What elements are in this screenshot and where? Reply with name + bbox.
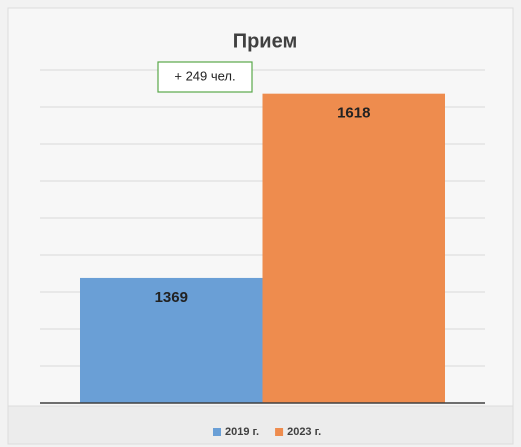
- bar: [80, 277, 263, 403]
- legend-area: [7, 405, 514, 445]
- bar: [262, 93, 445, 404]
- annotation: + 249 чел.: [174, 68, 235, 83]
- data-label: 1369: [155, 289, 188, 306]
- legend-label: 2019 г.: [225, 426, 259, 438]
- legend-swatch: [275, 428, 284, 436]
- chart-title: Прием: [233, 30, 298, 52]
- legend-swatch: [213, 428, 221, 436]
- legend-label: 2023 г.: [287, 426, 321, 438]
- annotation-box: [157, 61, 253, 93]
- data-label: 1618: [337, 105, 370, 122]
